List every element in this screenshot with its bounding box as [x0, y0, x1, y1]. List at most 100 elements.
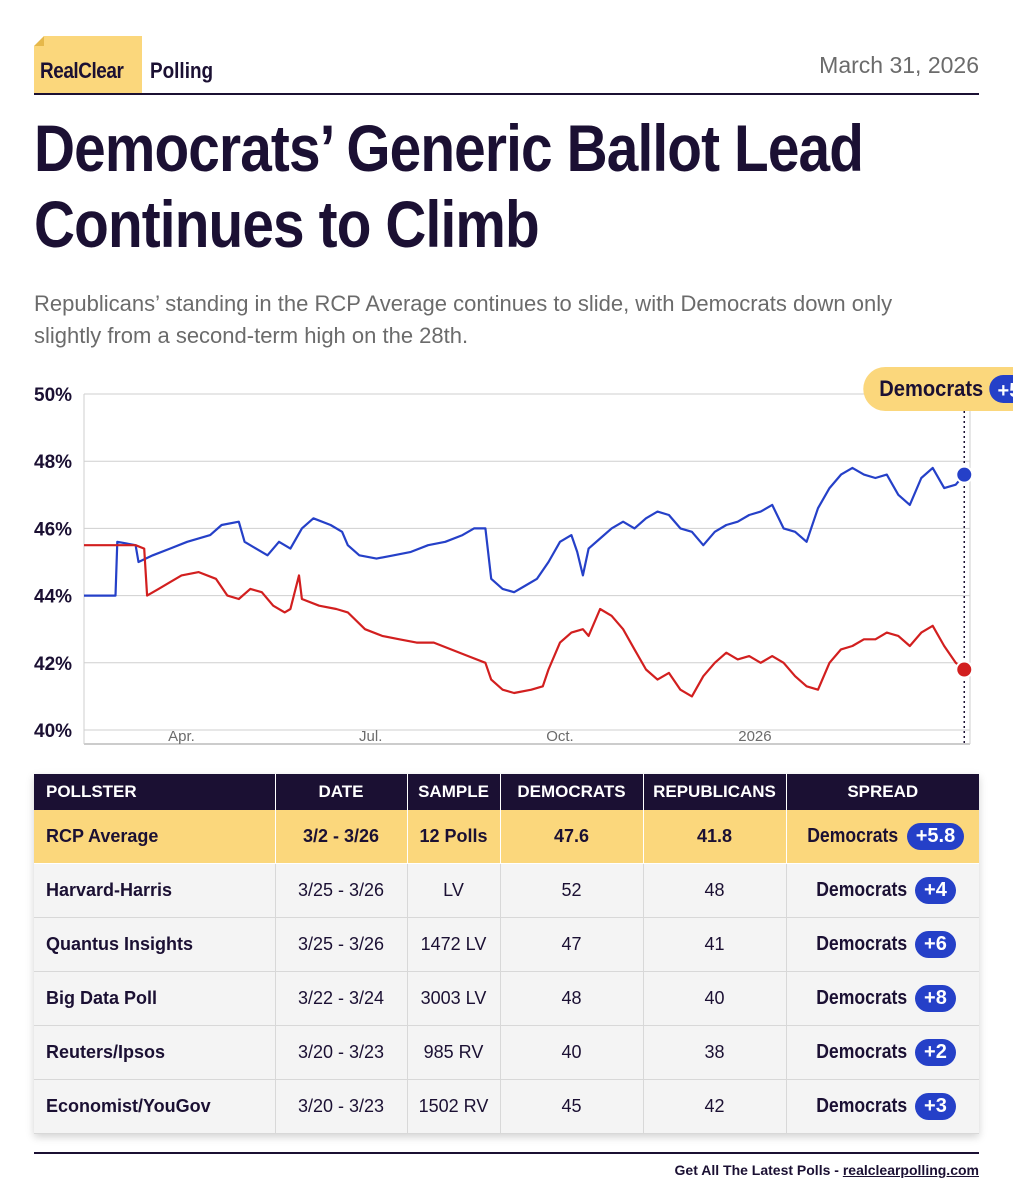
callout-party: Democrats — [879, 376, 983, 401]
generic-ballot-chart: 50% 48% 46% 44% 42% 40% Apr. Jul. Oct. 2026 Demo… — [34, 367, 1013, 745]
spread-party: Democrats — [807, 825, 899, 847]
table-row[interactable]: Big Data Poll 3/22 - 3/24 3003 LV 48 40 Democ… — [34, 971, 979, 1026]
col-spread[interactable]: SPREAD — [786, 774, 979, 810]
spread-cell: Democrats +6 — [786, 917, 979, 972]
col-democrats[interactable]: DEMOCRATS — [500, 774, 644, 810]
x-tick-label: 2026 — [738, 728, 771, 745]
logo-polling: Polling — [150, 58, 214, 83]
callout-pill — [989, 375, 1013, 403]
x-tick-label: Apr. — [168, 728, 195, 745]
publish-date: March 31, 2026 — [819, 52, 979, 78]
spread-cell: Democrats +5.8 — [786, 810, 979, 864]
y-axis-ticks: 50% 48% 46% 44% 42% 40% — [34, 385, 72, 742]
table-row-average[interactable]: RCP Average 3/2 - 3/26 12 Polls 47.6 41.8 Dem… — [34, 810, 979, 864]
spread-cell: Democrats +2 — [786, 1025, 979, 1080]
democrats-cell: 47.6 — [500, 810, 644, 864]
democrats-cell: 40 — [500, 1025, 644, 1080]
spread-value: +3 — [915, 1093, 956, 1120]
date-cell: 3/20 - 3/23 — [275, 1079, 408, 1134]
spread-cell: Democrats +8 — [786, 971, 979, 1026]
spread-badge: Democrats +8 — [810, 985, 956, 1012]
x-axis-ticks: Apr. Jul. Oct. 2026 — [168, 728, 771, 745]
y-tick-label: 44% — [34, 587, 72, 608]
spread-badge: Democrats +5.8 — [801, 823, 965, 850]
date-cell: 3/25 - 3/26 — [275, 917, 408, 972]
col-date[interactable]: DATE — [275, 774, 408, 810]
date-cell: 3/2 - 3/26 — [275, 810, 408, 864]
y-tick-label: 50% — [34, 385, 72, 406]
pollster-cell: Harvard-Harris — [34, 863, 276, 918]
democrats-cell: 45 — [500, 1079, 644, 1134]
spread-value: +2 — [915, 1039, 956, 1066]
page-title: Democrats’ Generic Ballot Lead Continues… — [34, 110, 980, 262]
footer-link[interactable]: realclearpolling.com — [842, 1162, 979, 1178]
chart-grid — [83, 393, 971, 745]
pollster-cell: Economist/YouGov — [34, 1079, 276, 1134]
table-row[interactable]: Harvard-Harris 3/25 - 3/26 LV 52 48 Democrats… — [34, 863, 979, 918]
date-cell: 3/20 - 3/23 — [275, 1025, 408, 1080]
header-divider — [34, 93, 979, 95]
pollster-cell: Big Data Poll — [34, 971, 276, 1026]
spread-party: Democrats — [815, 1095, 907, 1117]
republicans-endpoint — [955, 660, 974, 679]
spread-badge: Democrats +6 — [810, 931, 956, 958]
x-tick-label: Jul. — [359, 728, 382, 745]
table-row[interactable]: Quantus Insights 3/25 - 3/26 1472 LV 47 41 De… — [34, 917, 979, 972]
republicans-cell: 42 — [643, 1079, 787, 1134]
logo-fold — [34, 36, 44, 46]
republicans-cell: 41 — [643, 917, 787, 972]
table-row[interactable]: Economist/YouGov 3/20 - 3/23 1502 RV 45 42 De… — [34, 1079, 979, 1134]
col-sample[interactable]: SAMPLE — [407, 774, 501, 810]
spread-value: +8 — [915, 985, 956, 1012]
republicans-line — [84, 544, 965, 698]
callout-badge — [863, 367, 1013, 411]
logo-realclear: RealClear — [40, 58, 124, 83]
republicans-cell: 41.8 — [643, 810, 787, 864]
title-line-2: Continues to Climb — [34, 187, 540, 261]
republicans-cell: 38 — [643, 1025, 787, 1080]
y-tick-label: 48% — [34, 452, 72, 473]
table-row[interactable]: Reuters/Ipsos 3/20 - 3/23 985 RV 40 38 Democr… — [34, 1025, 979, 1080]
polls-table: POLLSTER DATE SAMPLE DEMOCRATS REPUBLICA… — [34, 774, 979, 1134]
table-header-row: POLLSTER DATE SAMPLE DEMOCRATS REPUBLICA… — [34, 774, 979, 810]
republicans-cell: 40 — [643, 971, 787, 1026]
col-pollster[interactable]: POLLSTER — [34, 774, 276, 810]
col-republicans[interactable]: REPUBLICANS — [643, 774, 787, 810]
y-tick-label: 46% — [34, 519, 72, 540]
logo-badge: RealClear — [34, 36, 142, 94]
spread-badge: Democrats +2 — [810, 1039, 956, 1066]
logo[interactable]: RealClear Polling — [34, 34, 213, 94]
pollster-cell: Reuters/Ipsos — [34, 1025, 276, 1080]
democrats-cell: 48 — [500, 971, 644, 1026]
x-tick-label: Oct. — [546, 728, 574, 745]
spread-value: +6 — [915, 931, 956, 958]
page-subtitle: Republicans’ standing in the RCP Average… — [34, 291, 893, 348]
spread-value: +5.8 — [906, 823, 965, 850]
democrats-endpoint — [955, 465, 974, 484]
footer-divider — [34, 1152, 979, 1154]
sample-cell: 1472 LV — [407, 917, 501, 972]
spread-party: Democrats — [815, 987, 907, 1009]
spread-badge: Democrats +3 — [810, 1093, 956, 1120]
footer: Get All The Latest Polls - realclearpoll… — [675, 1162, 979, 1178]
sample-cell: 1502 RV — [407, 1079, 501, 1134]
date-cell: 3/22 - 3/24 — [275, 971, 408, 1026]
sample-cell: LV — [407, 863, 501, 918]
title-line-1: Democrats’ Generic Ballot Lead — [34, 111, 864, 185]
democrats-cell: 47 — [500, 917, 644, 972]
footer-text: Get All The Latest Polls - — [674, 1162, 839, 1178]
callout-value: +5.8 — [998, 380, 1013, 402]
y-tick-label: 42% — [34, 654, 72, 675]
sample-cell: 12 Polls — [407, 810, 501, 864]
chart-lines — [84, 406, 974, 744]
republicans-cell: 48 — [643, 863, 787, 918]
date-cell: 3/25 - 3/26 — [275, 863, 408, 918]
spread-cell: Democrats +4 — [786, 863, 979, 918]
democrats-line — [84, 466, 966, 597]
y-tick-label: 40% — [34, 721, 72, 742]
pollster-cell: RCP Average — [34, 810, 276, 864]
table-body: RCP Average 3/2 - 3/26 12 Polls 47.6 41.8 Dem… — [34, 810, 979, 1134]
spread-party: Democrats — [815, 1041, 907, 1063]
spread-badge: Democrats +4 — [810, 877, 956, 904]
spread-party: Democrats — [815, 933, 907, 955]
